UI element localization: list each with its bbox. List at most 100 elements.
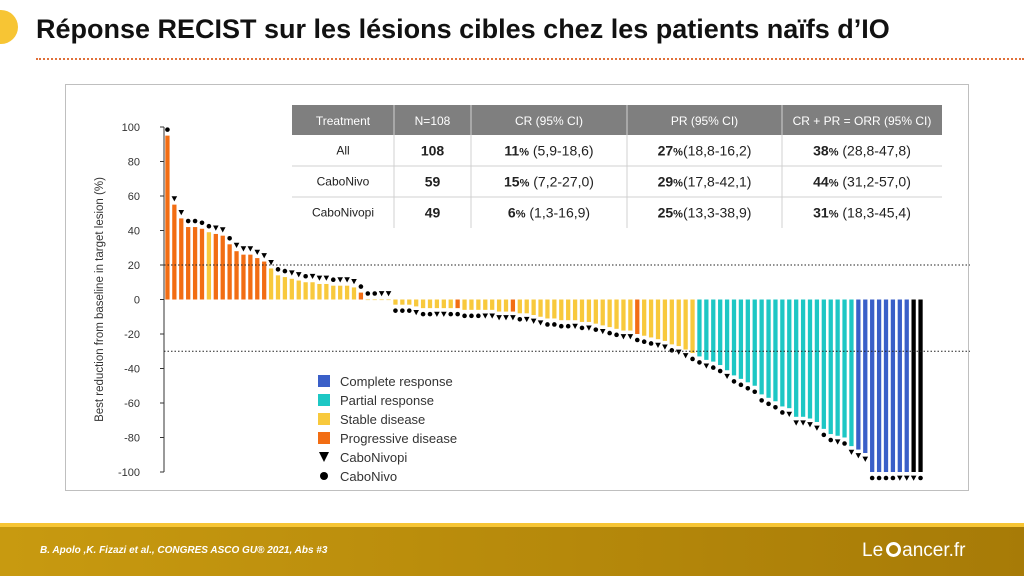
bar	[303, 282, 308, 300]
bar	[586, 299, 592, 322]
bar	[883, 299, 889, 472]
bar	[600, 299, 605, 326]
bar	[503, 299, 509, 312]
circle-marker	[593, 327, 599, 332]
bar	[807, 299, 813, 419]
bar	[863, 299, 868, 454]
bar	[441, 299, 446, 309]
bar	[282, 277, 288, 300]
circle-marker	[828, 437, 834, 443]
bar	[524, 299, 529, 314]
circle-marker	[545, 322, 550, 327]
triangle-marker	[503, 315, 509, 321]
bar	[752, 299, 757, 386]
table-cell-orr: 44% (31,2-57,0)	[813, 174, 911, 190]
circle-marker	[738, 382, 744, 388]
table-cell-pr: 25%(13,3-38,9)	[658, 205, 752, 221]
circle-marker	[365, 291, 371, 296]
bar	[469, 299, 474, 310]
triangle-marker	[599, 328, 606, 335]
triangle-marker	[897, 475, 903, 481]
bar	[607, 299, 612, 328]
circle-marker	[469, 313, 474, 319]
bar	[414, 299, 419, 307]
bar	[780, 299, 785, 407]
triangle-marker	[213, 225, 219, 231]
triangle-marker	[295, 272, 302, 278]
bar	[172, 204, 177, 300]
bar	[496, 299, 502, 312]
bar	[724, 299, 730, 371]
circle-marker	[565, 323, 571, 329]
triangle-marker	[724, 373, 730, 380]
bar	[835, 299, 840, 436]
table-cell-cr: 11% (5,9-18,6)	[504, 143, 593, 159]
triangle-marker	[378, 291, 385, 297]
table-cell-orr: 31% (18,3-45,4)	[813, 205, 911, 221]
triangle-marker	[675, 349, 682, 355]
bar	[676, 299, 681, 347]
table-cell-treatment: CaboNivopi	[312, 206, 374, 220]
bar	[531, 299, 536, 316]
circle-marker	[669, 348, 675, 353]
bar	[794, 299, 799, 417]
bar	[407, 299, 412, 305]
circle-marker	[165, 127, 170, 132]
circle-marker	[842, 441, 847, 446]
circle-marker	[420, 311, 426, 317]
triangle-marker	[793, 420, 799, 426]
bar	[206, 232, 212, 300]
circle-marker	[745, 386, 751, 391]
circle-marker	[607, 330, 612, 336]
bar	[365, 299, 370, 301]
bar	[268, 268, 274, 300]
table-cell-pr: 29%(17,8-42,1)	[658, 174, 752, 190]
legend-label: CaboNivopi	[340, 450, 407, 465]
y-tick-label: -40	[124, 364, 140, 376]
table-cell-cr: 6% (1,3-16,9)	[508, 205, 590, 221]
triangle-marker	[807, 422, 813, 428]
circle-marker	[455, 311, 460, 317]
citation: B. Apolo ,K. Fizazi et al., CONGRES ASCO…	[40, 545, 328, 556]
bar	[358, 292, 364, 300]
circle-marker	[330, 277, 336, 282]
circle-marker	[462, 313, 467, 319]
triangle-marker	[219, 227, 226, 233]
circle-marker	[759, 398, 764, 403]
triangle-marker	[385, 291, 392, 297]
circle-marker	[227, 236, 232, 241]
bar	[683, 299, 688, 350]
bar	[704, 299, 709, 360]
triangle-marker	[834, 439, 841, 445]
bar	[718, 299, 723, 366]
bar	[897, 299, 902, 472]
bar	[918, 299, 923, 472]
y-tick-label: -60	[124, 398, 140, 410]
circle-marker	[206, 223, 212, 229]
bar	[351, 287, 357, 300]
triangle-marker	[441, 311, 447, 317]
bar	[165, 135, 170, 300]
triangle-marker	[268, 260, 274, 266]
y-tick-label: -20	[124, 329, 140, 341]
triangle-marker	[261, 253, 267, 259]
bar	[400, 299, 405, 305]
circle-marker	[303, 273, 308, 279]
chart-panel: 100 80 60 40 20 0 -20 -40 -60 -80 -100 Best reducti…	[65, 84, 970, 491]
bar	[579, 299, 585, 322]
triangle-marker	[496, 315, 502, 321]
triangle-marker	[240, 246, 247, 252]
site-logo[interactable]: Le ancer.fr	[862, 540, 966, 562]
bar	[842, 299, 847, 438]
circle-marker	[275, 267, 281, 272]
logo-text-cancer: ancer.fr	[902, 540, 966, 561]
circle-marker	[199, 220, 205, 226]
circle-marker	[890, 475, 896, 481]
bar	[711, 299, 716, 362]
bar	[248, 254, 253, 300]
footer-band	[0, 523, 1024, 576]
bar	[338, 285, 343, 300]
bar	[552, 299, 557, 319]
circle-marker	[717, 368, 723, 374]
triangle-marker	[316, 275, 323, 281]
